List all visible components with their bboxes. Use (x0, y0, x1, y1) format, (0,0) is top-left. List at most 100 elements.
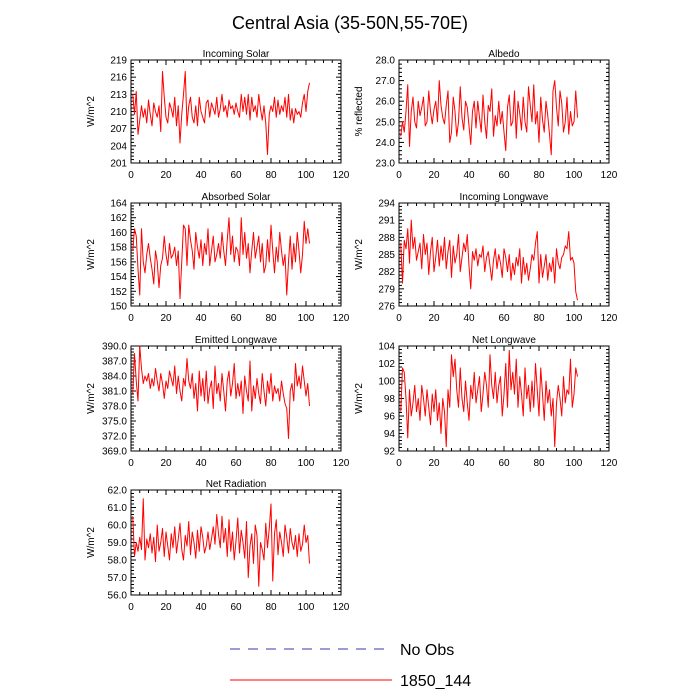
y-tick-label: 104 (378, 342, 395, 353)
x-tick-label: 20 (160, 170, 172, 181)
y-axis-label: % reflected (354, 86, 365, 136)
y-tick-label: 381.0 (102, 387, 127, 398)
panel: Emitted Longwave W/m^2 0 20 40 60 80 100 120 369.… (86, 335, 350, 469)
x-tick-label: 40 (195, 602, 207, 613)
y-tick-label: 387.0 (102, 357, 127, 368)
y-tick-label: 164 (110, 199, 127, 210)
series-line (132, 498, 310, 587)
x-tick-label: 100 (298, 170, 315, 181)
series-line (132, 70, 310, 155)
x-tick-label: 80 (533, 170, 545, 181)
y-tick-label: 154 (110, 272, 127, 283)
panel-title: Net Longwave (472, 335, 536, 346)
y-tick-label: 294 (378, 199, 395, 210)
x-tick-label: 40 (463, 458, 475, 469)
panel: Albedo % reflected 0 20 40 60 80 100 120 23.0 24.0… (354, 49, 618, 181)
y-axis-label: W/m^2 (86, 383, 97, 414)
y-tick-label: 288 (378, 233, 395, 244)
y-tick-label: 276 (378, 302, 395, 313)
x-tick-label: 0 (396, 313, 402, 324)
x-tick-label: 80 (265, 313, 277, 324)
legend-label-1850-144: 1850_144 (400, 673, 471, 690)
y-tick-label: 61.0 (108, 503, 128, 514)
x-tick-label: 40 (195, 170, 207, 181)
y-tick-label: 282 (378, 267, 395, 278)
y-axis-label: W/m^2 (86, 96, 97, 127)
y-tick-label: 213 (110, 90, 127, 101)
y-tick-label: 58.0 (108, 556, 128, 567)
x-tick-label: 120 (601, 313, 618, 324)
x-tick-label: 120 (601, 458, 618, 469)
x-tick-label: 80 (265, 458, 277, 469)
y-tick-label: 216 (110, 73, 127, 84)
x-tick-label: 100 (566, 313, 583, 324)
x-tick-label: 60 (498, 313, 510, 324)
x-tick-label: 100 (566, 458, 583, 469)
x-tick-label: 100 (298, 458, 315, 469)
y-tick-label: 285 (378, 250, 395, 261)
legend: No Obs 1850_144 (230, 642, 471, 690)
y-tick-label: 92 (384, 447, 396, 458)
y-axis-label: W/m^2 (354, 239, 365, 270)
y-axis-label: W/m^2 (86, 239, 97, 270)
x-tick-label: 60 (230, 458, 242, 469)
series-line (400, 219, 578, 301)
y-axis-label: W/m^2 (86, 527, 97, 558)
panel: Incoming Longwave W/m^2 0 20 40 60 80 100 120 276… (354, 192, 618, 324)
panel: Incoming Solar W/m^2 0 20 40 60 80 100 120 201 204… (86, 49, 350, 181)
y-tick-label: 94 (384, 429, 396, 440)
legend-label-no-obs: No Obs (400, 642, 454, 659)
panel-title: Absorbed Solar (202, 192, 272, 203)
main-title: Central Asia (35-50N,55-70E) (232, 13, 468, 33)
x-tick-label: 0 (396, 458, 402, 469)
x-tick-label: 20 (428, 458, 440, 469)
y-tick-label: 27.0 (376, 76, 396, 87)
y-tick-label: 152 (110, 287, 127, 298)
x-tick-label: 20 (160, 313, 172, 324)
x-tick-label: 100 (298, 313, 315, 324)
y-tick-label: 160 (110, 228, 127, 239)
y-tick-label: 162 (110, 213, 127, 224)
y-tick-label: 24.0 (376, 138, 396, 149)
y-tick-label: 25.0 (376, 117, 396, 128)
series-line (132, 345, 310, 439)
y-tick-label: 158 (110, 243, 127, 254)
y-tick-label: 279 (378, 284, 395, 295)
panel: Net Longwave W/m^2 0 20 40 60 80 100 120 92 94 96 98… (354, 335, 618, 469)
x-tick-label: 0 (128, 170, 134, 181)
y-tick-label: 57.0 (108, 573, 128, 584)
x-tick-label: 0 (128, 313, 134, 324)
x-tick-label: 20 (160, 602, 172, 613)
panel-title: Net Radiation (206, 479, 267, 490)
y-tick-label: 378.0 (102, 402, 127, 413)
x-tick-label: 60 (230, 170, 242, 181)
x-tick-label: 100 (566, 170, 583, 181)
series-line (400, 349, 578, 448)
y-tick-label: 96 (384, 412, 396, 423)
x-tick-label: 80 (533, 458, 545, 469)
x-tick-label: 60 (498, 458, 510, 469)
x-tick-label: 120 (601, 170, 618, 181)
x-tick-label: 60 (230, 313, 242, 324)
y-tick-label: 390.0 (102, 342, 127, 353)
x-tick-label: 80 (533, 313, 545, 324)
x-tick-label: 120 (333, 602, 350, 613)
y-tick-label: 201 (110, 159, 127, 170)
y-tick-label: 26.0 (376, 97, 396, 108)
y-tick-label: 102 (378, 359, 395, 370)
y-tick-label: 372.0 (102, 432, 127, 443)
y-tick-label: 219 (110, 56, 127, 67)
y-tick-label: 150 (110, 302, 127, 313)
x-tick-label: 20 (160, 458, 172, 469)
y-tick-label: 369.0 (102, 447, 127, 458)
y-tick-label: 98 (384, 394, 396, 405)
x-tick-label: 120 (333, 170, 350, 181)
panel: Absorbed Solar W/m^2 0 20 40 60 80 100 120 150 152… (86, 192, 350, 324)
y-tick-label: 28.0 (376, 56, 396, 67)
y-tick-label: 56.0 (108, 591, 128, 602)
x-tick-label: 0 (128, 602, 134, 613)
x-tick-label: 80 (265, 602, 277, 613)
x-tick-label: 40 (195, 458, 207, 469)
